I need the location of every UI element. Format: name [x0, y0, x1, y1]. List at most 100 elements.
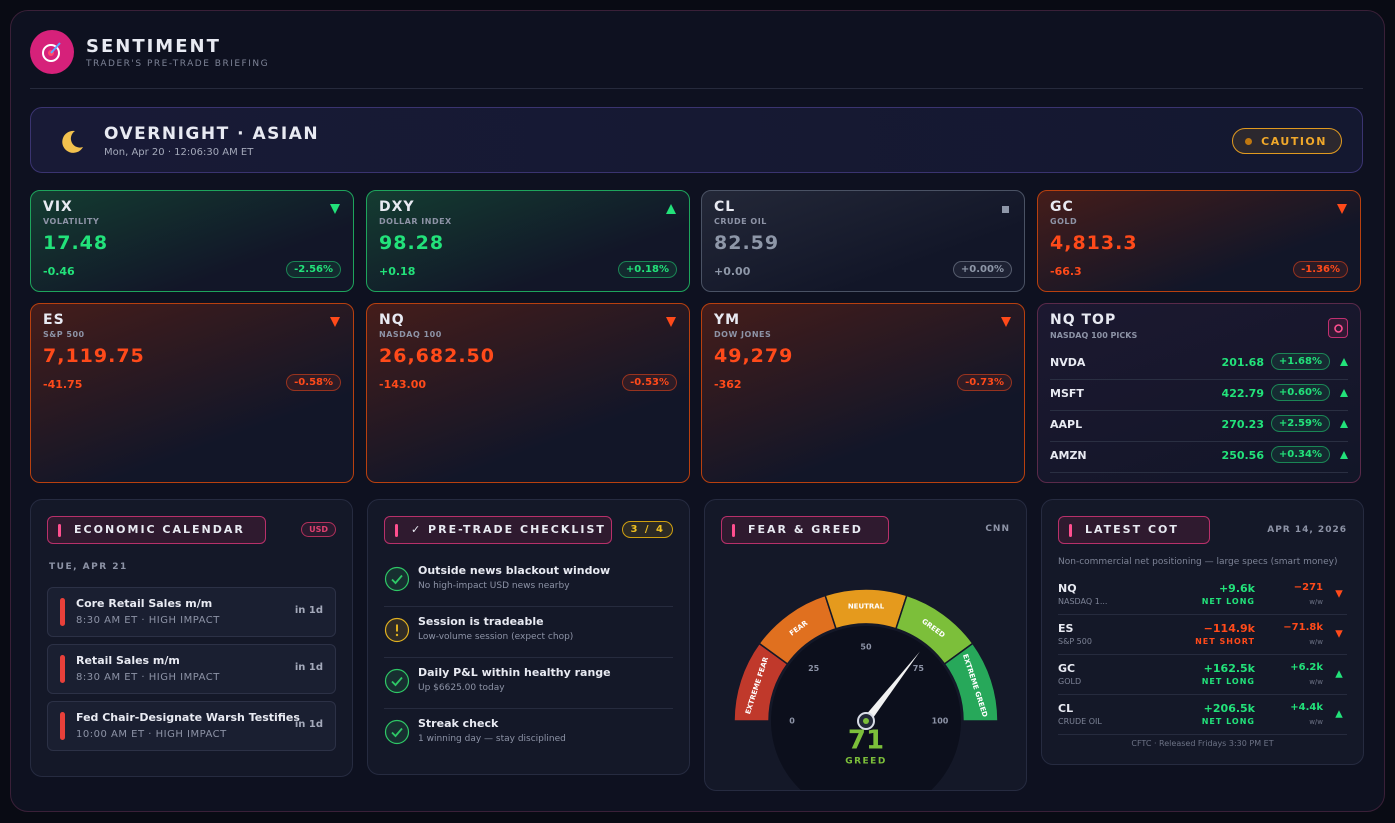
gauge-face — [771, 626, 961, 790]
ticker-pct: -0.53% — [622, 374, 677, 391]
row-divider — [1058, 654, 1347, 655]
cot-name: GOLD — [1058, 677, 1082, 686]
impact-bar — [60, 655, 65, 683]
event-detail: 8:30 AM ET · HIGH IMPACT — [76, 672, 220, 683]
ticker-card: VIX VOLATILITY 17.48 -0.46 -2.56% — [30, 190, 354, 292]
cot-symbol: ES — [1058, 622, 1074, 635]
cot-position: NET LONG — [1201, 677, 1255, 686]
settings-button[interactable] — [1328, 318, 1348, 338]
ticker-pct: +0.00% — [952, 261, 1012, 278]
needle-center — [863, 718, 869, 724]
progress-badge: 3 / 4 — [622, 521, 673, 538]
row-divider — [384, 606, 673, 607]
event-name: Retail Sales m/m — [76, 654, 180, 667]
icon — [1001, 317, 1011, 327]
card-title: NQ TOP — [1050, 312, 1117, 328]
stock-price: 270.23 — [1221, 418, 1264, 431]
status-icon — [384, 668, 410, 694]
row-divider — [1058, 614, 1347, 615]
event-row: Retail Sales m/m 8:30 AM ET · HIGH IMPACT… — [47, 644, 336, 694]
moon-icon — [62, 130, 83, 153]
icon — [1340, 389, 1348, 397]
status-icon — [384, 566, 410, 592]
ticker-name: VOLATILITY — [43, 217, 100, 226]
section-title: LATEST COT — [1058, 516, 1210, 544]
direction-arrow — [330, 317, 340, 327]
gauge-label: GREED — [845, 757, 887, 767]
direction-arrow — [1340, 451, 1348, 459]
impact-bar — [60, 598, 65, 626]
icon — [1335, 590, 1343, 598]
ticker-price: 82.59 — [714, 232, 780, 254]
gauge-tick-label: 25 — [808, 664, 820, 673]
gauge-value: 71 — [848, 726, 884, 756]
icon — [666, 204, 676, 214]
row-divider — [1050, 472, 1348, 473]
row-divider — [1058, 734, 1347, 735]
event-name: Fed Chair-Designate Warsh Testifies — [76, 711, 300, 724]
cot-net: −114.9k — [1203, 622, 1255, 635]
icon — [62, 130, 83, 153]
ticker-name: CRUDE OIL — [714, 217, 767, 226]
gauge-needle — [862, 651, 920, 724]
ticker-change: +0.18 — [379, 265, 416, 278]
logo-arrow — [50, 42, 61, 54]
check-title: Session is tradeable — [418, 615, 544, 628]
cot-name: CRUDE OIL — [1058, 717, 1102, 726]
direction-arrow — [1335, 590, 1343, 598]
icon — [30, 30, 74, 74]
ticker-symbol: GC — [1050, 199, 1074, 215]
ticker-symbol: ES — [43, 312, 65, 328]
row-divider — [1050, 441, 1348, 442]
row-divider — [384, 657, 673, 658]
status-badge: CAUTION — [1232, 128, 1342, 154]
stock-price: 250.56 — [1221, 449, 1264, 462]
ticker-pct: +0.18% — [617, 261, 677, 278]
icon — [1002, 206, 1009, 213]
ticker-card: YM DOW JONES 49,279 -362 -0.73% — [701, 303, 1025, 483]
ticker-change: -0.46 — [43, 265, 75, 278]
cot-net: +9.6k — [1218, 582, 1255, 595]
cot-change: +6.2k — [1290, 662, 1323, 673]
stock-symbol: NVDA — [1050, 356, 1086, 369]
icon — [330, 317, 340, 327]
icon — [1340, 358, 1348, 366]
stock-price: 201.68 — [1221, 356, 1264, 369]
section-title: ✓ PRE-TRADE CHECKLIST — [384, 516, 612, 544]
row-divider — [384, 708, 673, 709]
checklist-panel: ✓ PRE-TRADE CHECKLIST 3 / 4 Outside news b… — [367, 499, 690, 775]
check-detail: Up $6625.00 today — [418, 683, 505, 693]
icon — [1340, 420, 1348, 428]
gauge-tick-label: 0 — [789, 717, 795, 726]
ticker-symbol: NQ — [379, 312, 405, 328]
ticker-change: -362 — [714, 378, 742, 391]
gear-icon — [1334, 324, 1343, 333]
check-title: Daily P&L within healthy range — [418, 666, 611, 679]
ticker-price: 26,682.50 — [379, 345, 495, 367]
check-title: Streak check — [418, 717, 499, 730]
ticker-card: GC GOLD 4,813.3 -66.3 -1.36% — [1037, 190, 1361, 292]
icon — [384, 668, 410, 694]
ticker-pct: -0.73% — [957, 374, 1012, 391]
check-detail: No high-impact USD news nearby — [418, 581, 570, 591]
icon — [1340, 451, 1348, 459]
cot-position: NET LONG — [1201, 717, 1255, 726]
divider — [30, 88, 1363, 89]
status-label: CAUTION — [1261, 135, 1327, 148]
cot-position: NET LONG — [1201, 597, 1255, 606]
section-title: FEAR & GREED — [721, 516, 889, 544]
cot-footer: CFTC · Released Fridays 3:30 PM ET — [1131, 739, 1274, 748]
direction-arrow — [1335, 710, 1343, 718]
nq-top-card: NQ TOP NASDAQ 100 PICKS NVDA 201.68 +1.68% MS… — [1037, 303, 1361, 483]
cot-symbol: NQ — [1058, 582, 1077, 595]
event-row: Fed Chair-Designate Warsh Testifies 10:00… — [47, 701, 336, 751]
ticker-change: +0.00 — [714, 265, 751, 278]
icon — [1334, 324, 1343, 333]
session-bar: OVERNIGHT · ASIAN Mon, Apr 20 · 12:06:30 … — [30, 107, 1363, 173]
cot-unit: w/w — [1309, 718, 1323, 726]
check-mark — [391, 676, 403, 687]
cot-symbol: CL — [1058, 702, 1074, 715]
section-title: ECONOMIC CALENDAR — [47, 516, 266, 544]
session-title: OVERNIGHT · ASIAN — [104, 124, 320, 144]
ticker-price: 7,119.75 — [43, 345, 145, 367]
